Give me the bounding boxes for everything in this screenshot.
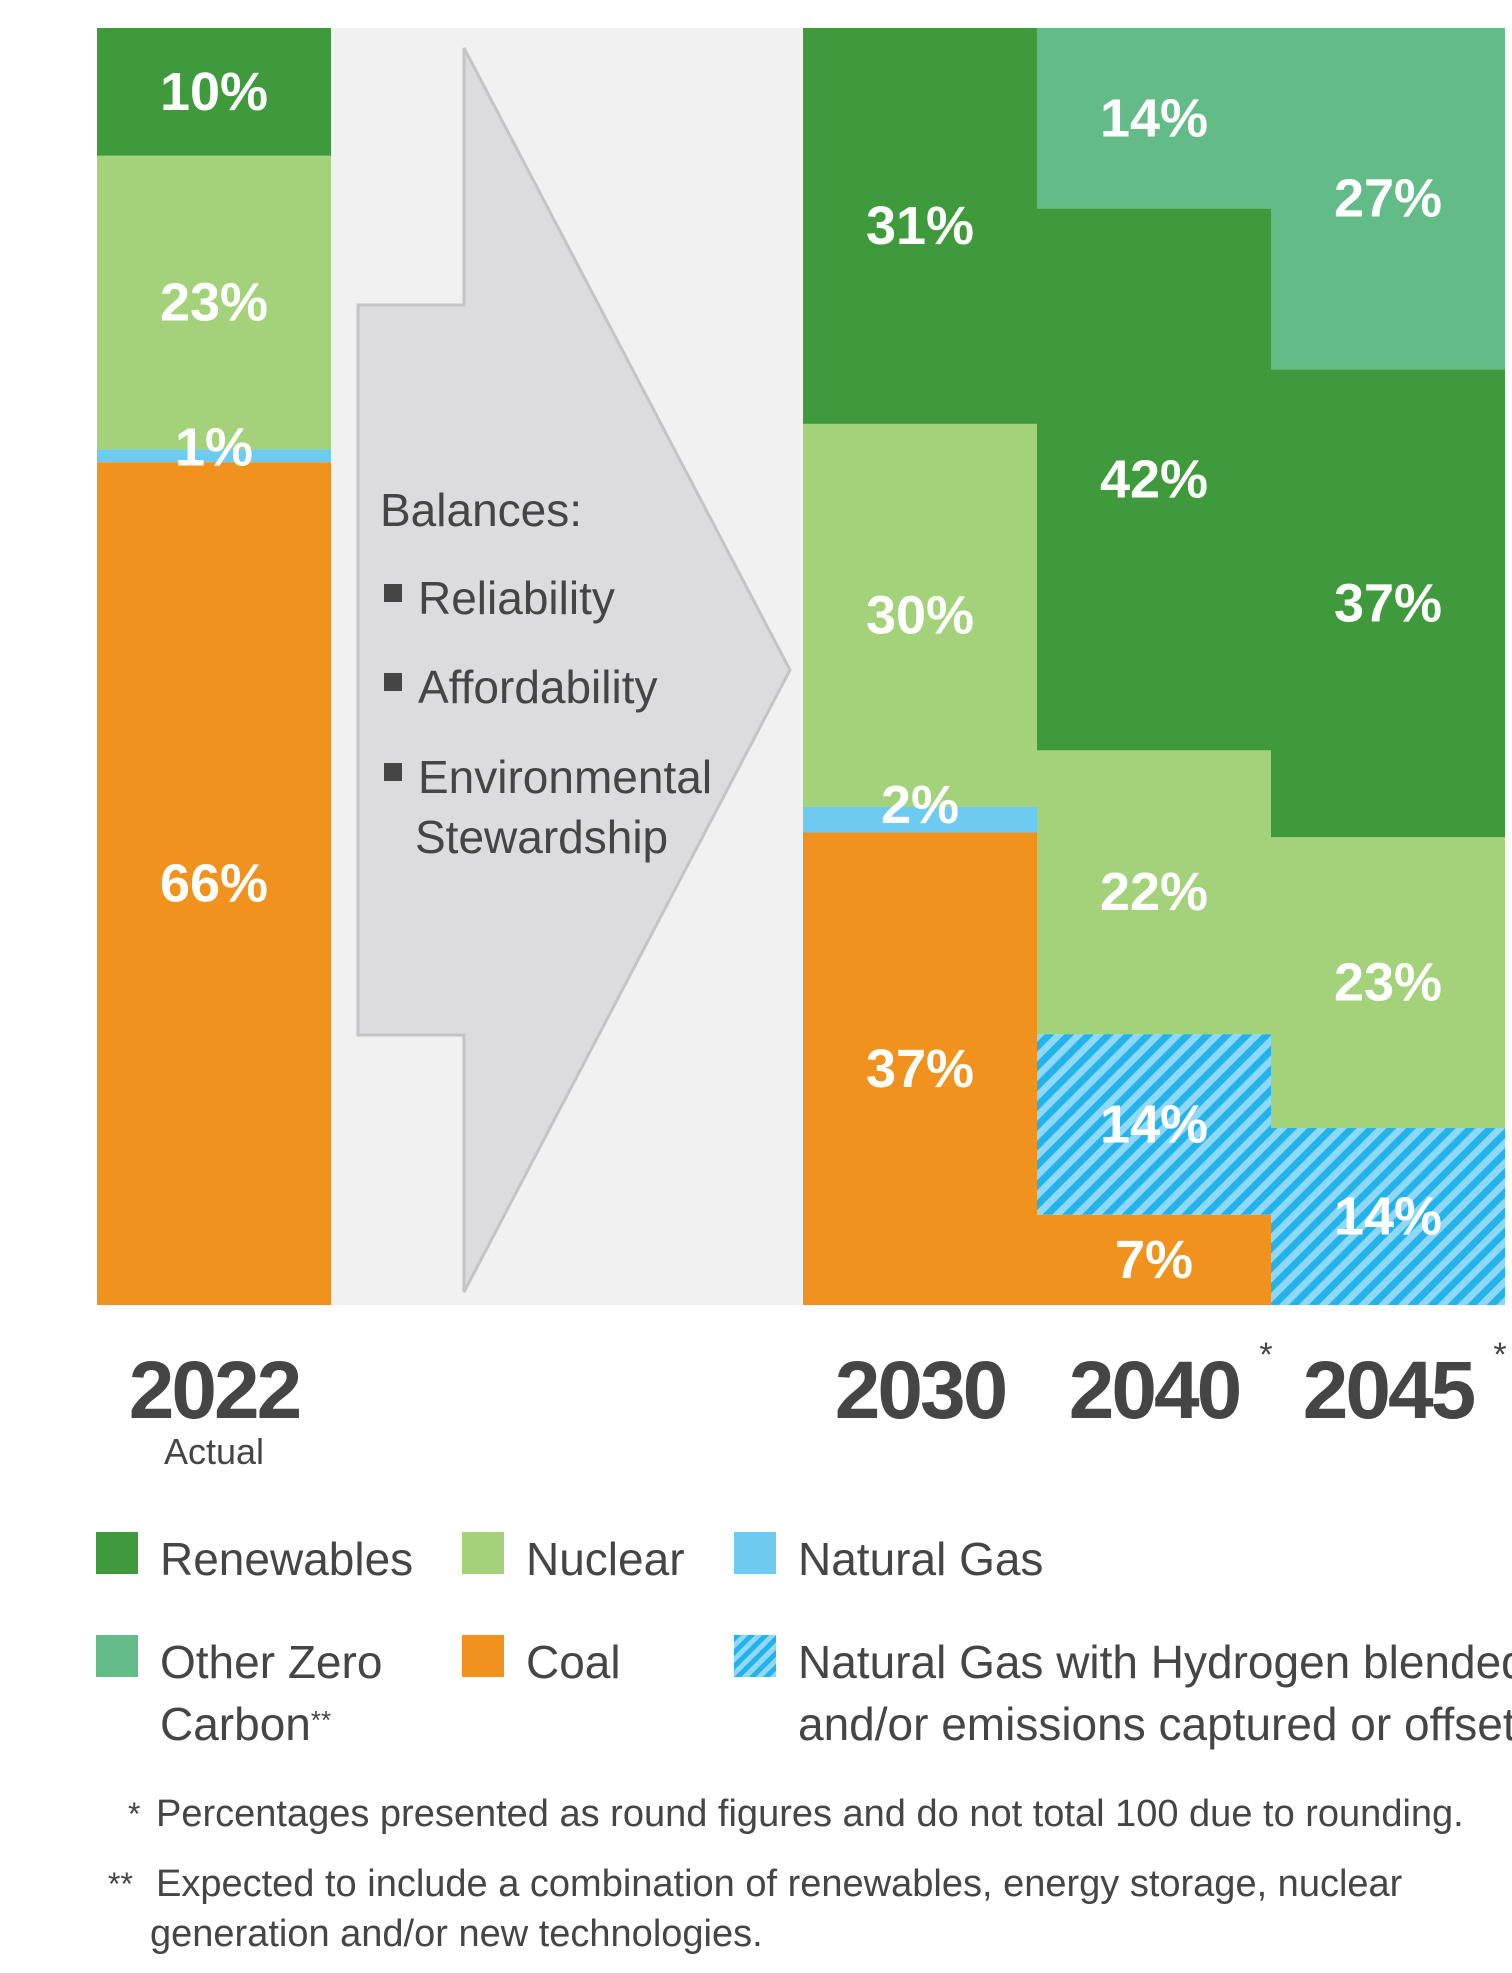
bar-segment-natural_gas-2022 <box>97 449 331 463</box>
bullet-icon <box>384 584 402 602</box>
data-label-renewables-2030: 31% <box>866 196 974 256</box>
bar-segment-natural_gas-2030 <box>803 806 1037 833</box>
bar-segment-nuclear-2022 <box>97 155 331 450</box>
category-marker-2040: * <box>1259 1336 1272 1374</box>
legend-label: Other Zero Carbon** <box>160 1631 382 1755</box>
data-label-natural_gas-2022: 1% <box>175 417 253 477</box>
bullet-icon <box>384 763 402 781</box>
footnote-2-line2: generation and/or new technologies. <box>150 1913 763 1955</box>
bar-segment-natural_gas_hydrogen-2045 <box>1271 1127 1505 1305</box>
category-label-2040: 2040 <box>1069 1345 1240 1436</box>
legend-item-nuclear: Nuclear <box>462 1528 685 1590</box>
legend-label-line1: Natural Gas with Hydrogen blended <box>798 1636 1512 1688</box>
category-sublabel-2022: Actual <box>164 1431 264 1472</box>
legend-item-coal: Coal <box>462 1631 621 1693</box>
data-label-nuclear-2030: 30% <box>866 585 974 645</box>
legend-label: Renewables <box>160 1533 414 1585</box>
bar-segment-renewables-2045 <box>1271 369 1505 838</box>
footnote-1-mark: * <box>128 1796 141 1832</box>
legend-item-natural-gas-hydrogen: Natural Gas with Hydrogen blended and/or… <box>734 1631 1512 1755</box>
data-label-nuclear-2045: 23% <box>1334 953 1442 1013</box>
bar-segment-coal-2040 <box>1037 1214 1271 1305</box>
legend-item-natural-gas: Natural Gas <box>734 1528 1043 1590</box>
legend-label-line2: Carbon** <box>160 1693 382 1755</box>
data-label-natural_gas-2030: 2% <box>881 775 959 835</box>
swatch-nuclear <box>462 1532 504 1574</box>
legend-label: Coal <box>526 1636 621 1688</box>
data-label-coal-2030: 37% <box>866 1039 974 1099</box>
legend-label-line1: Other Zero <box>160 1636 383 1688</box>
data-label-renewables-2045: 37% <box>1334 573 1442 633</box>
data-label-nuclear-2040: 22% <box>1100 862 1208 922</box>
footnote-marker: ** <box>310 1705 332 1735</box>
balances-item: Reliability <box>418 572 615 624</box>
bar-segment-coal-2030 <box>803 832 1037 1305</box>
data-label-nuclear-2022: 23% <box>160 273 268 333</box>
data-label-renewables-2040: 42% <box>1100 449 1208 509</box>
bar-segment-renewables-2022 <box>97 28 331 156</box>
category-marker-2045: * <box>1493 1336 1506 1374</box>
bar-segment-nuclear-2030 <box>803 423 1037 807</box>
category-label-2022: 2022 <box>129 1345 300 1436</box>
balances-item: Stewardship <box>415 811 668 863</box>
balances-title: Balances: <box>380 484 582 536</box>
data-label-renewables-2022: 10% <box>160 62 268 122</box>
category-label-2030: 2030 <box>835 1345 1006 1436</box>
legend-item-other-zero-carbon: Other Zero Carbon** <box>96 1631 382 1755</box>
data-label-other_zero_carbon-2045: 27% <box>1334 169 1442 229</box>
swatch-natural-gas-hydrogen <box>734 1635 776 1677</box>
footnote-2-mark: ** <box>108 1866 133 1902</box>
bar-segment-renewables-2030 <box>803 28 1037 424</box>
bar-segment-nuclear-2045 <box>1271 837 1505 1128</box>
legend-label-line2-text: Carbon <box>160 1698 311 1750</box>
swatch-other-zero-carbon <box>96 1635 138 1677</box>
legend-label: Natural Gas with Hydrogen blended and/or… <box>798 1631 1512 1755</box>
swatch-coal <box>462 1635 504 1677</box>
balances-item: Environmental <box>418 751 712 803</box>
balance-arrow <box>356 47 792 1293</box>
legend-label: Natural Gas <box>798 1533 1044 1585</box>
data-label-coal-2022: 66% <box>160 854 268 914</box>
swatch-natural-gas <box>734 1532 776 1574</box>
legend-item-renewables: Renewables <box>96 1528 413 1590</box>
balances-item: Affordability <box>418 661 658 713</box>
data-label-natural_gas_hydrogen-2045: 14% <box>1334 1186 1442 1246</box>
category-label-2045: 2045 <box>1303 1345 1475 1436</box>
legend-label: Nuclear <box>526 1533 685 1585</box>
legend-label-line2: and/or emissions captured or offset <box>798 1698 1512 1750</box>
footnote-1: Percentages presented as round figures a… <box>156 1793 1464 1835</box>
bar-segment-coal-2022 <box>97 462 331 1305</box>
data-label-coal-2040: 7% <box>1115 1230 1193 1290</box>
bar-segment-other_zero_carbon-2040 <box>1037 28 1271 209</box>
bullet-icon <box>384 673 402 691</box>
footnote-2-line1: Expected to include a combination of ren… <box>156 1863 1403 1905</box>
data-label-other_zero_carbon-2040: 14% <box>1100 88 1208 148</box>
swatch-renewables <box>96 1532 138 1574</box>
data-label-natural_gas_hydrogen-2040: 14% <box>1100 1094 1208 1154</box>
bar-segment-natural_gas_hydrogen-2040 <box>1037 1034 1271 1215</box>
bar-segment-other_zero_carbon-2045 <box>1271 28 1505 370</box>
bar-segment-renewables-2040 <box>1037 208 1271 751</box>
bar-segment-nuclear-2040 <box>1037 750 1271 1035</box>
